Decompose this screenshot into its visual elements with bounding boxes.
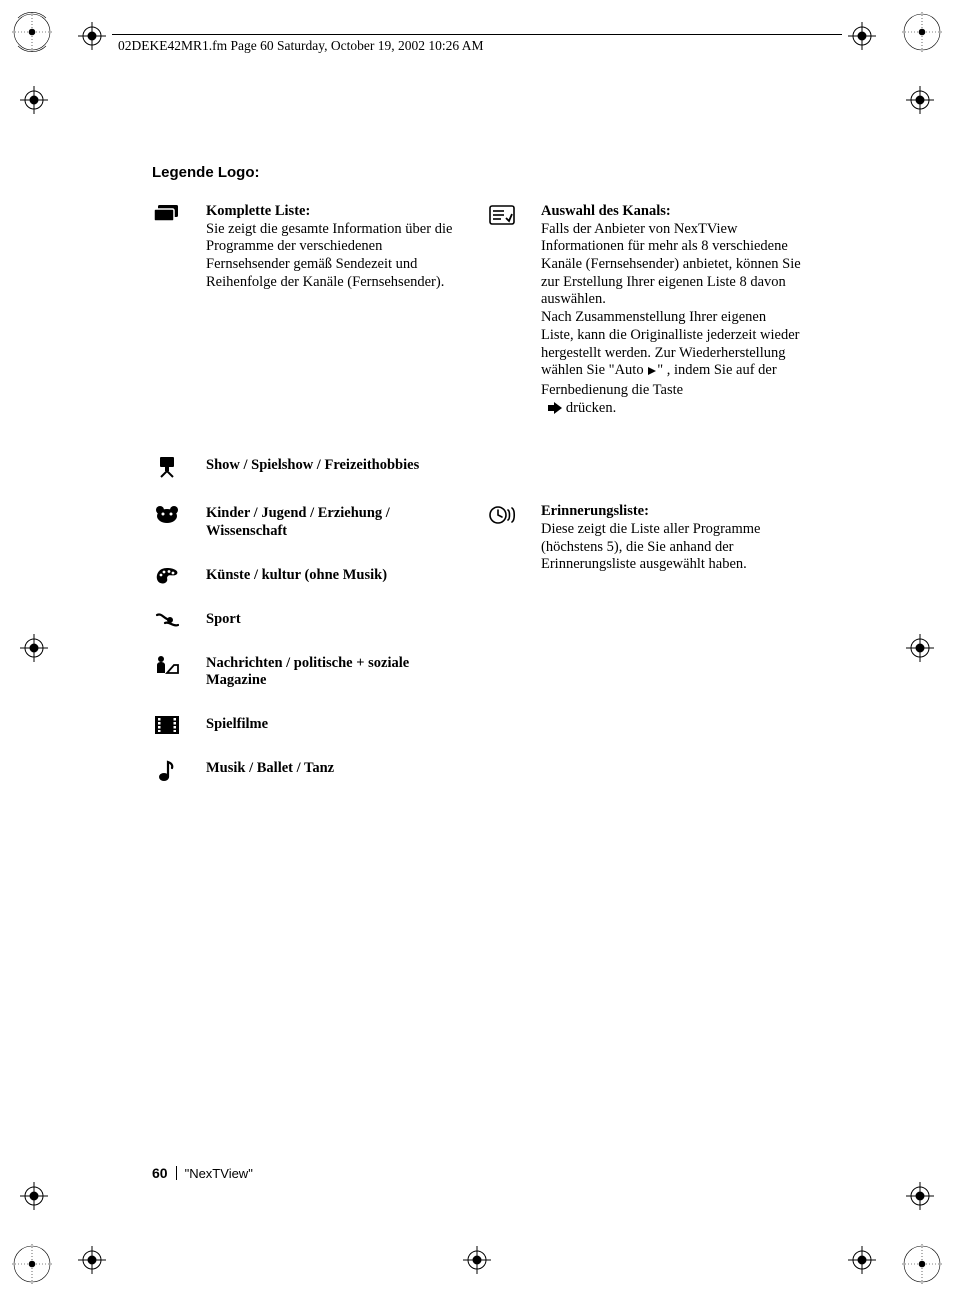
entry-sport: Sport — [152, 611, 467, 629]
clock-alarm-icon — [487, 503, 517, 525]
tv-stand-icon — [152, 457, 182, 479]
entry-spielfilme: Spielfilme — [152, 716, 467, 734]
palette-icon — [152, 567, 182, 585]
label: Kinder / Jugend / Erziehung / Wissenscha… — [206, 505, 467, 540]
body: Sie zeigt die gesamte Information über d… — [206, 221, 452, 290]
label: Show / Spielshow / Freizeithobbies — [206, 457, 419, 475]
swimmer-icon — [152, 611, 182, 629]
heading: Komplette Liste: — [206, 203, 310, 219]
crop-mark-tl — [8, 8, 56, 56]
right-column-lower: Erinnerungsliste: Diese zeigt die Liste … — [487, 457, 802, 808]
entry-nachrichten: Nachrichten / politische + soziale Magaz… — [152, 655, 467, 690]
entry-erinnerungsliste: Erinnerungsliste: Diese zeigt die Liste … — [487, 503, 802, 574]
reg-mark-t-l — [20, 86, 48, 114]
page-footer: 60 "NexTView" — [152, 1165, 253, 1181]
reg-mark-header-l — [78, 22, 106, 50]
reg-mark-footer-c — [463, 1246, 491, 1274]
arrow-right-solid-icon — [548, 402, 562, 420]
heading: Erinnerungsliste: — [541, 503, 649, 519]
reg-mark-b-r — [906, 1182, 934, 1210]
film-strip-icon — [152, 716, 182, 734]
page-number: 60 — [152, 1165, 168, 1181]
footer-divider — [176, 1166, 177, 1180]
entry-text: Auswahl des Kanals: Falls der Anbieter v… — [541, 203, 802, 419]
body3: drücken. — [562, 400, 616, 416]
right-column: Auswahl des Kanals: Falls der Anbieter v… — [487, 203, 802, 441]
entry-text: Erinnerungsliste: Diese zeigt die Liste … — [541, 503, 802, 574]
header-text: 02DEKE42MR1.fm Page 60 Saturday, October… — [118, 38, 483, 54]
entry-komplette-liste: Komplette Liste: Sie zeigt die gesamte I… — [152, 203, 467, 291]
speaker-podium-icon — [152, 655, 182, 675]
header-rule — [112, 34, 842, 35]
play-triangle-icon — [647, 364, 657, 382]
label: Sport — [206, 611, 241, 629]
section-title: Legende Logo: — [152, 164, 802, 181]
music-note-icon — [152, 760, 182, 782]
reg-mark-footer-r — [848, 1246, 876, 1274]
label: Musik / Ballet / Tanz — [206, 760, 334, 778]
label: Künste / kultur (ohne Musik) — [206, 567, 387, 585]
bear-face-icon — [152, 505, 182, 523]
entry-kinder: Kinder / Jugend / Erziehung / Wissenscha… — [152, 505, 467, 540]
crop-mark-br — [898, 1240, 946, 1288]
crop-mark-tr — [898, 8, 946, 56]
entry-kuenste: Künste / kultur (ohne Musik) — [152, 567, 467, 585]
page-content: Legende Logo: Komplette Liste: Sie zeigt… — [152, 164, 802, 808]
reg-mark-m-l — [20, 634, 48, 662]
reg-mark-header-r — [848, 22, 876, 50]
reg-mark-b-l — [20, 1182, 48, 1210]
reg-mark-footer-l — [78, 1246, 106, 1274]
channel-list-icon — [487, 203, 517, 225]
reg-mark-t-r — [906, 86, 934, 114]
body: Diese zeigt die Liste aller Programme (h… — [541, 521, 760, 572]
entry-musik: Musik / Ballet / Tanz — [152, 760, 467, 782]
reg-mark-m-r — [906, 634, 934, 662]
category-list: Show / Spielshow / Freizeithobbies Kinde… — [152, 457, 467, 808]
crop-mark-bl — [8, 1240, 56, 1288]
label: Spielfilme — [206, 716, 268, 734]
label: Nachrichten / politische + soziale Magaz… — [206, 655, 467, 690]
entry-show: Show / Spielshow / Freizeithobbies — [152, 457, 467, 479]
entry-auswahl-kanal: Auswahl des Kanals: Falls der Anbieter v… — [487, 203, 802, 419]
screens-stack-icon — [152, 203, 182, 223]
footer-label: "NexTView" — [185, 1166, 253, 1181]
left-column: Komplette Liste: Sie zeigt die gesamte I… — [152, 203, 467, 441]
body1: Falls der Anbieter von NexTView Informat… — [541, 221, 801, 308]
entry-text: Komplette Liste: Sie zeigt die gesamte I… — [206, 203, 467, 291]
heading: Auswahl des Kanals: — [541, 203, 671, 219]
